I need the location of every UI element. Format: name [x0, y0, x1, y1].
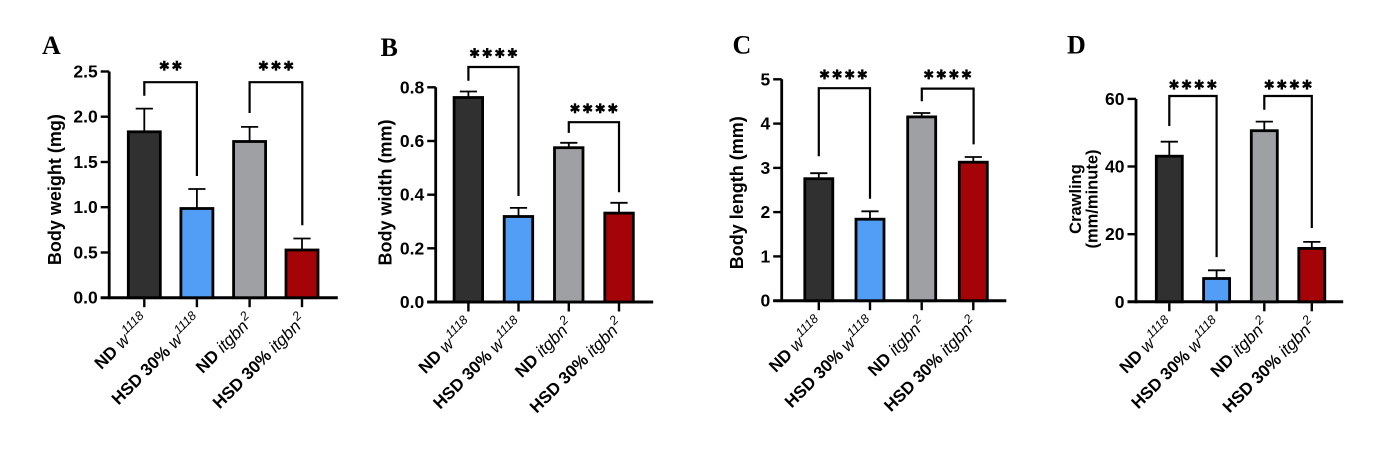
svg-text:20: 20: [1105, 224, 1125, 244]
svg-text:0.8: 0.8: [400, 77, 425, 97]
svg-text:0.0: 0.0: [73, 288, 98, 308]
svg-text:(mm/minute): (mm/minute): [1084, 150, 1102, 249]
svg-text:Body length (mm): Body length (mm): [727, 116, 747, 269]
svg-text:40: 40: [1105, 157, 1125, 177]
svg-text:0.6: 0.6: [400, 131, 425, 151]
svg-text:0.2: 0.2: [400, 238, 425, 258]
svg-text:Crawling: Crawling: [1067, 164, 1085, 234]
svg-text:B: B: [381, 33, 398, 62]
svg-text:60: 60: [1105, 89, 1125, 109]
svg-text:0.4: 0.4: [400, 185, 425, 205]
svg-text:0: 0: [760, 291, 770, 311]
svg-text:A: A: [42, 31, 61, 60]
svg-text:Body weight (mg): Body weight (mg): [45, 114, 65, 265]
svg-text:0: 0: [1115, 292, 1125, 312]
svg-text:4: 4: [760, 114, 770, 134]
svg-text:2.0: 2.0: [73, 107, 98, 127]
svg-text:C: C: [733, 31, 752, 60]
svg-text:1: 1: [760, 246, 770, 266]
svg-text:2.5: 2.5: [73, 62, 98, 82]
svg-text:D: D: [1067, 31, 1086, 60]
svg-text:1.5: 1.5: [73, 152, 98, 172]
svg-text:2: 2: [760, 202, 770, 222]
svg-text:Body width (mm): Body width (mm): [376, 120, 396, 266]
svg-text:0.0: 0.0: [400, 292, 425, 312]
svg-text:3: 3: [760, 158, 770, 178]
svg-text:0.5: 0.5: [73, 243, 98, 263]
svg-text:5: 5: [760, 69, 770, 89]
svg-text:1.0: 1.0: [73, 197, 98, 217]
